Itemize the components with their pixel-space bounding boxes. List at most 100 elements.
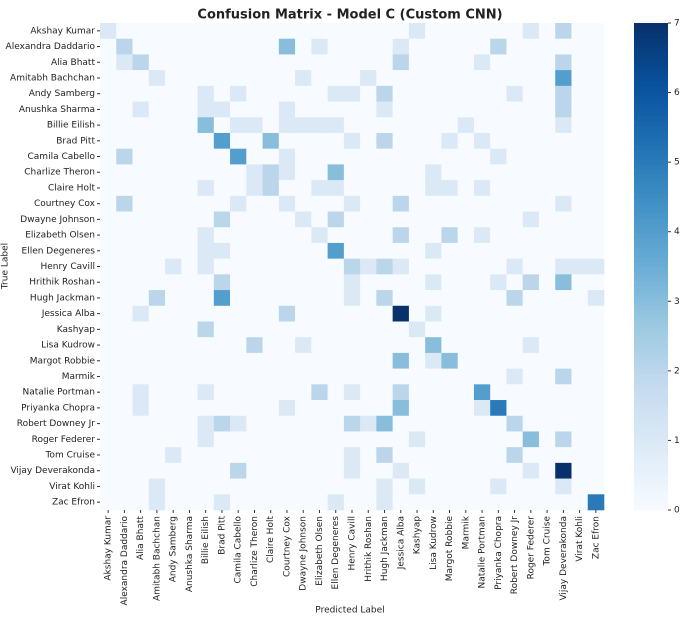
heatmap-cell	[311, 305, 328, 322]
heatmap-cell	[392, 384, 410, 401]
heatmap-cell	[473, 23, 491, 40]
heatmap-cell	[197, 85, 215, 102]
heatmap-cell	[376, 70, 393, 87]
heatmap-cell	[181, 337, 198, 354]
heatmap-cell	[197, 305, 215, 322]
heatmap-cell	[522, 148, 540, 165]
heatmap-cell	[327, 211, 345, 228]
colorbar-segment	[634, 261, 668, 267]
heatmap-cell	[392, 368, 410, 385]
heatmap-cell	[441, 227, 458, 244]
heatmap-cell	[587, 180, 605, 197]
heatmap-cell	[506, 415, 524, 432]
colorbar-segment	[634, 383, 668, 389]
heatmap-cell	[587, 368, 605, 385]
heatmap-cell	[181, 447, 198, 464]
heatmap-cell	[116, 368, 133, 385]
heatmap-cell	[522, 462, 540, 479]
heatmap-cell	[376, 321, 393, 338]
heatmap-cell	[278, 101, 296, 118]
y-tick-label: Marmik	[62, 372, 96, 382]
heatmap-cell	[165, 274, 182, 291]
colorbar-segment	[634, 52, 668, 58]
heatmap-cell	[376, 132, 393, 149]
heatmap-cell	[408, 242, 426, 259]
heatmap-cell	[165, 337, 182, 354]
heatmap-cell	[197, 117, 215, 134]
heatmap-cell	[295, 415, 312, 432]
heatmap-cell	[132, 415, 150, 432]
heatmap-cell	[295, 258, 312, 275]
heatmap-cell	[522, 274, 540, 291]
heatmap-cell	[376, 447, 393, 464]
heatmap-cell	[392, 117, 410, 134]
heatmap-cell	[278, 117, 296, 134]
heatmap-cell	[425, 337, 442, 354]
heatmap-cell	[555, 70, 572, 87]
heatmap-cell	[506, 384, 524, 401]
heatmap-cell	[538, 85, 556, 102]
x-tick-label: Andy Samberg	[169, 516, 179, 582]
heatmap-cell	[538, 227, 556, 244]
heatmap-cell	[262, 211, 280, 228]
y-tick-label: Charlize Theron	[24, 168, 95, 178]
heatmap-cell	[490, 368, 507, 385]
heatmap-cell	[376, 400, 393, 417]
heatmap-cell	[425, 85, 442, 102]
colorbar-segment	[634, 27, 668, 34]
heatmap-cell	[538, 321, 556, 338]
heatmap-cell	[213, 494, 231, 511]
heatmap-cell	[262, 148, 280, 165]
heatmap-cell	[343, 211, 361, 228]
heatmap-cell	[213, 242, 231, 259]
colorbar-segment	[634, 300, 668, 306]
heatmap-cell	[490, 321, 507, 338]
heatmap-cell	[148, 321, 166, 338]
x-tick-label: Alia Bhatt	[136, 516, 146, 560]
heatmap-cell	[425, 38, 442, 55]
heatmap-cell	[181, 117, 198, 134]
heatmap-cell	[165, 85, 182, 102]
heatmap-cell	[246, 132, 263, 149]
heatmap-cell	[116, 38, 133, 55]
heatmap-cell	[116, 180, 133, 197]
heatmap-cell	[571, 101, 589, 118]
heatmap-cell	[311, 195, 328, 212]
colorbar-segment	[634, 61, 668, 68]
heatmap-cell	[522, 70, 540, 87]
heatmap-cell	[360, 132, 377, 149]
y-tick-label: Priyanka Chopra	[21, 403, 95, 413]
heatmap-cell	[522, 352, 540, 369]
heatmap-cell	[457, 337, 475, 354]
heatmap-cell	[148, 400, 166, 417]
colorbar-segment	[634, 227, 668, 233]
heatmap-cell	[376, 305, 393, 322]
heatmap-cell	[262, 23, 280, 40]
heatmap-cell	[327, 117, 345, 134]
heatmap-cell	[197, 447, 215, 464]
heatmap-cell	[213, 431, 231, 448]
colorbar-segment	[634, 144, 668, 151]
heatmap-cell	[100, 54, 117, 71]
heatmap-cell	[376, 242, 393, 259]
heatmap-cell	[230, 117, 247, 134]
heatmap-cell	[327, 494, 345, 511]
x-axis-label: Predicted Label	[315, 606, 384, 616]
heatmap-cell	[571, 274, 589, 291]
heatmap-cell	[538, 132, 556, 149]
heatmap-cell	[571, 54, 589, 71]
heatmap-cell	[262, 447, 280, 464]
heatmap-cell	[327, 258, 345, 275]
colorbar-segment	[634, 212, 668, 219]
heatmap-cell	[197, 38, 215, 55]
heatmap-cell	[116, 211, 133, 228]
colorbar-segment	[634, 139, 668, 146]
heatmap-cell	[571, 400, 589, 417]
heatmap-cell	[181, 180, 198, 197]
heatmap-cell	[116, 23, 133, 40]
colorbar-segment	[634, 402, 668, 409]
heatmap-cell	[343, 258, 361, 275]
heatmap-cell	[473, 274, 491, 291]
heatmap-cell	[165, 352, 182, 369]
heatmap-cell	[246, 180, 263, 197]
